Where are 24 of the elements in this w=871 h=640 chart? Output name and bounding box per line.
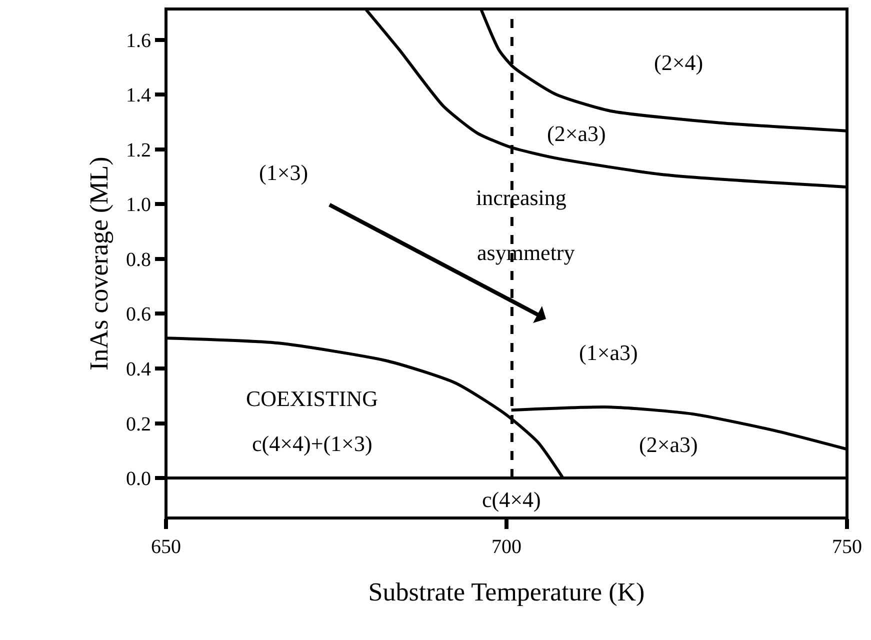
y-tick-label: 0.8 xyxy=(126,248,151,271)
annotation: c(4×4)+(1×3) xyxy=(252,431,372,456)
y-tick-label: 1.4 xyxy=(126,84,151,107)
annotation: (2×a3) xyxy=(639,432,698,457)
y-tick-label: 0.6 xyxy=(126,304,151,326)
y-tick-label: 1.6 xyxy=(126,30,151,52)
annotation: (1×a3) xyxy=(579,340,638,365)
y-tick-label: 1.0 xyxy=(126,194,151,216)
y-axis-title: InAs coverage (ML) xyxy=(84,156,114,370)
y-tick-label: 0.4 xyxy=(126,358,151,380)
y-tick-label: 0.0 xyxy=(126,468,151,490)
x-tick-label: 700 xyxy=(492,536,522,558)
annotation: increasing xyxy=(476,185,566,210)
annotation: (2×4) xyxy=(654,50,704,75)
x-tick-label: 650 xyxy=(151,536,181,558)
y-tick-label: 1.2 xyxy=(126,139,151,162)
y-tick-label: 0.2 xyxy=(126,413,151,436)
annotation: asymmetry xyxy=(477,240,575,265)
x-axis-title: Substrate Temperature (K) xyxy=(368,578,645,607)
annotation: (2×a3) xyxy=(547,121,606,146)
annotation: c(4×4) xyxy=(482,487,541,512)
annotation: COEXISTING xyxy=(246,386,378,411)
x-tick-label: 750 xyxy=(832,536,862,558)
annotation: (1×3) xyxy=(259,160,308,185)
